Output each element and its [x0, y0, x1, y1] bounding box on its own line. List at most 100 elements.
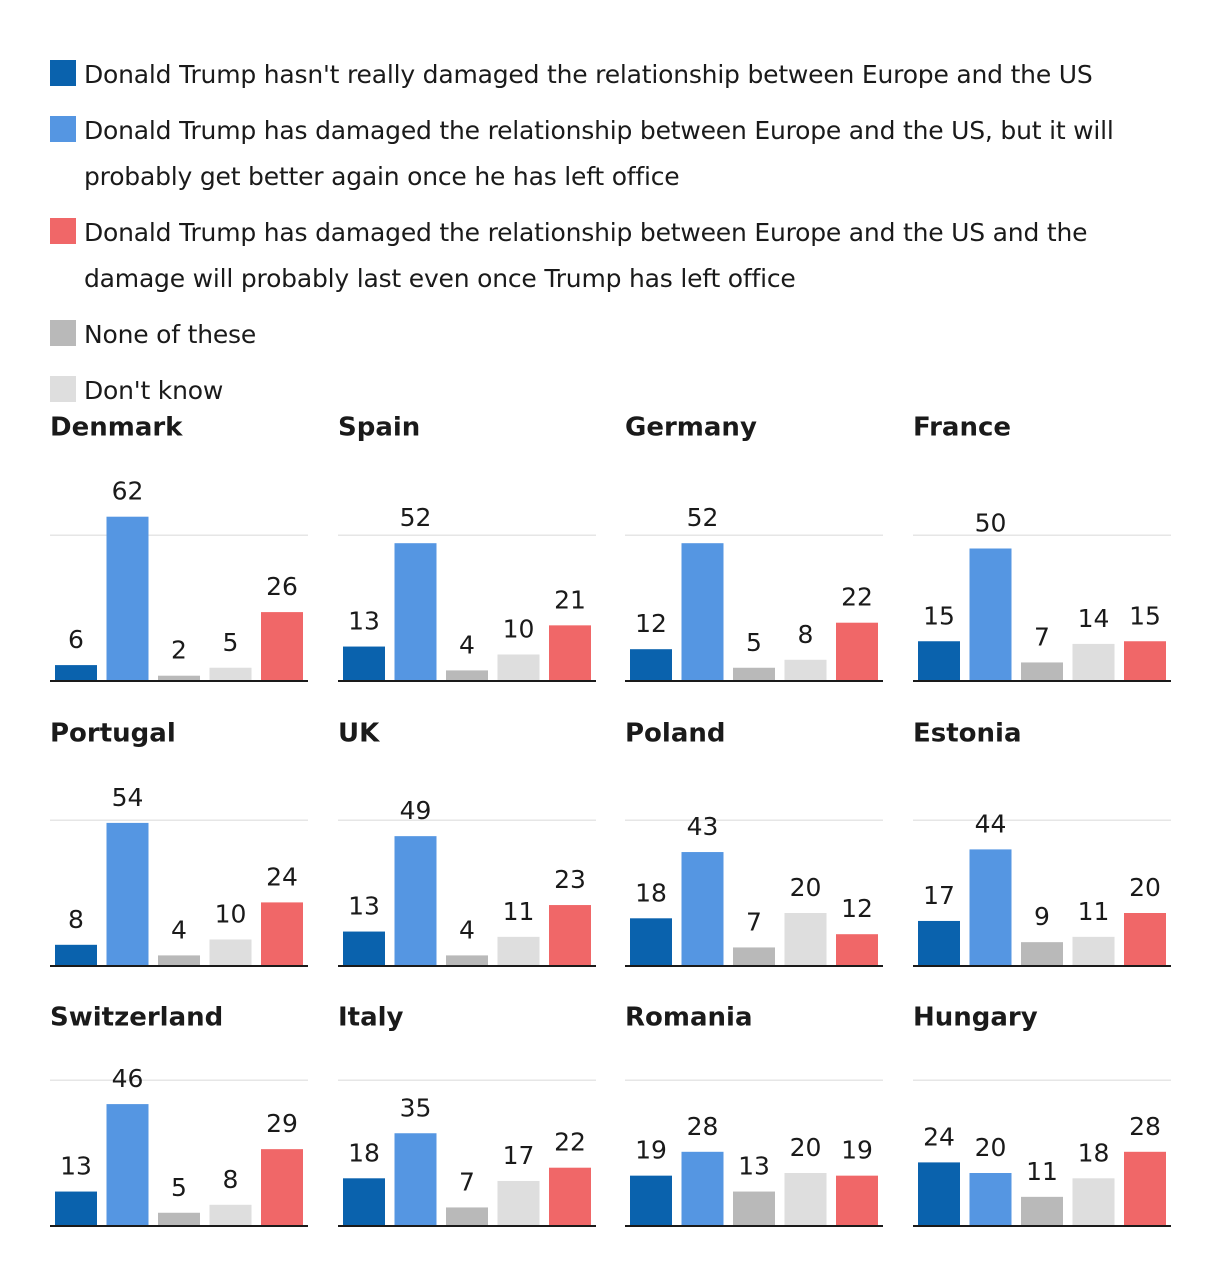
legend-item-dont-know: Don't know — [50, 368, 1170, 414]
legend-label: Don't know — [84, 376, 224, 405]
value-label: 5 — [171, 1173, 187, 1202]
bar-hungary-dont-know — [1072, 1178, 1115, 1226]
value-label: 52 — [687, 503, 719, 532]
legend-swatch-damaged-will-last — [50, 218, 76, 244]
legend-item-damaged-will-improve: Donald Trump has damaged the relationshi… — [50, 108, 1170, 200]
bar-germany-dont-know — [784, 659, 827, 681]
value-label: 43 — [687, 812, 719, 841]
value-label: 10 — [215, 900, 247, 929]
value-label: 9 — [1034, 902, 1050, 931]
legend-item-hasnt-damaged: Donald Trump hasn't really damaged the r… — [50, 52, 1170, 98]
value-label: 54 — [112, 783, 144, 812]
value-label: 13 — [348, 892, 380, 921]
legend-label: Donald Trump has damaged the relationshi… — [84, 218, 1088, 293]
bar-romania-hasnt-damaged — [630, 1175, 672, 1226]
bar-uk-damaged-will-improve — [394, 836, 437, 966]
bar-romania-none-of-these — [733, 1191, 775, 1226]
bar-italy-none-of-these — [446, 1207, 488, 1226]
bar-denmark-damaged-will-last — [261, 612, 303, 681]
bar-spain-none-of-these — [446, 670, 488, 681]
value-label: 29 — [266, 1109, 298, 1138]
country-title-portugal: Portugal — [50, 719, 176, 749]
country-title-spain: Spain — [338, 413, 420, 443]
value-label: 18 — [635, 878, 667, 907]
bar-switzerland-none-of-these — [158, 1212, 200, 1226]
country-title-denmark: Denmark — [50, 413, 183, 443]
value-label: 22 — [554, 1128, 586, 1157]
bar-france-damaged-will-improve — [969, 548, 1012, 681]
bar-denmark-none-of-these — [158, 675, 200, 681]
bar-switzerland-hasnt-damaged — [55, 1191, 97, 1226]
value-label: 2 — [171, 636, 187, 665]
bar-spain-hasnt-damaged — [343, 646, 385, 681]
country-title-romania: Romania — [625, 1003, 753, 1033]
value-label: 52 — [400, 503, 432, 532]
country-title-uk: UK — [338, 719, 380, 749]
value-label: 22 — [841, 583, 873, 612]
country-title-hungary: Hungary — [913, 1003, 1038, 1033]
bar-uk-hasnt-damaged — [343, 931, 385, 966]
value-label: 13 — [348, 607, 380, 636]
value-label: 21 — [554, 585, 586, 614]
bar-hungary-damaged-will-last — [1124, 1151, 1166, 1226]
value-label: 24 — [923, 1122, 955, 1151]
bar-germany-damaged-will-improve — [681, 543, 724, 681]
bar-germany-damaged-will-last — [836, 622, 878, 681]
value-label: 44 — [975, 809, 1007, 838]
bar-poland-hasnt-damaged — [630, 918, 672, 966]
bar-france-damaged-will-last — [1124, 641, 1166, 681]
bar-france-hasnt-damaged — [918, 641, 960, 681]
value-label: 14 — [1078, 604, 1110, 633]
value-label: 17 — [923, 881, 955, 910]
value-label: 46 — [112, 1064, 144, 1093]
value-label: 49 — [400, 796, 432, 825]
bar-estonia-dont-know — [1072, 936, 1115, 966]
legend-label: Donald Trump has damaged the relationshi… — [84, 116, 1114, 191]
bar-germany-none-of-these — [733, 667, 775, 681]
value-label: 13 — [60, 1152, 92, 1181]
value-label: 4 — [171, 915, 187, 944]
legend: Donald Trump hasn't really damaged the r… — [50, 52, 1170, 424]
value-label: 7 — [1034, 622, 1050, 651]
bar-portugal-none-of-these — [158, 955, 200, 966]
bar-portugal-damaged-will-last — [261, 902, 303, 966]
value-label: 5 — [746, 628, 762, 657]
value-label: 5 — [223, 628, 239, 657]
bar-poland-none-of-these — [733, 947, 775, 966]
bar-germany-hasnt-damaged — [630, 649, 672, 681]
value-label: 20 — [790, 1133, 822, 1162]
bar-uk-damaged-will-last — [549, 905, 591, 966]
bar-denmark-dont-know — [209, 667, 252, 681]
bar-denmark-hasnt-damaged — [55, 665, 97, 681]
bar-poland-dont-know — [784, 913, 827, 966]
bar-spain-dont-know — [497, 654, 540, 681]
bar-hungary-hasnt-damaged — [918, 1162, 960, 1226]
bar-italy-hasnt-damaged — [343, 1178, 385, 1226]
bar-italy-damaged-will-improve — [394, 1133, 437, 1226]
value-label: 8 — [223, 1165, 239, 1194]
bar-romania-dont-know — [784, 1173, 827, 1226]
value-label: 7 — [746, 907, 762, 936]
value-label: 4 — [459, 630, 475, 659]
country-title-germany: Germany — [625, 413, 757, 443]
value-label: 24 — [266, 862, 298, 891]
bar-poland-damaged-will-last — [836, 934, 878, 966]
value-label: 20 — [1129, 873, 1161, 902]
bar-denmark-damaged-will-improve — [106, 516, 149, 681]
bar-portugal-damaged-will-improve — [106, 822, 149, 966]
bar-uk-dont-know — [497, 936, 540, 966]
bar-hungary-damaged-will-improve — [969, 1173, 1012, 1226]
value-label: 19 — [841, 1136, 873, 1165]
country-title-switzerland: Switzerland — [50, 1003, 223, 1033]
value-label: 10 — [503, 615, 535, 644]
value-label: 8 — [68, 905, 84, 934]
legend-label: Donald Trump hasn't really damaged the r… — [84, 60, 1093, 89]
bar-switzerland-damaged-will-improve — [106, 1104, 149, 1226]
legend-item-none-of-these: None of these — [50, 312, 1170, 358]
value-label: 19 — [635, 1136, 667, 1165]
bar-hungary-none-of-these — [1021, 1196, 1063, 1226]
value-label: 35 — [400, 1093, 432, 1122]
legend-swatch-hasnt-damaged — [50, 60, 76, 86]
value-label: 20 — [975, 1133, 1007, 1162]
